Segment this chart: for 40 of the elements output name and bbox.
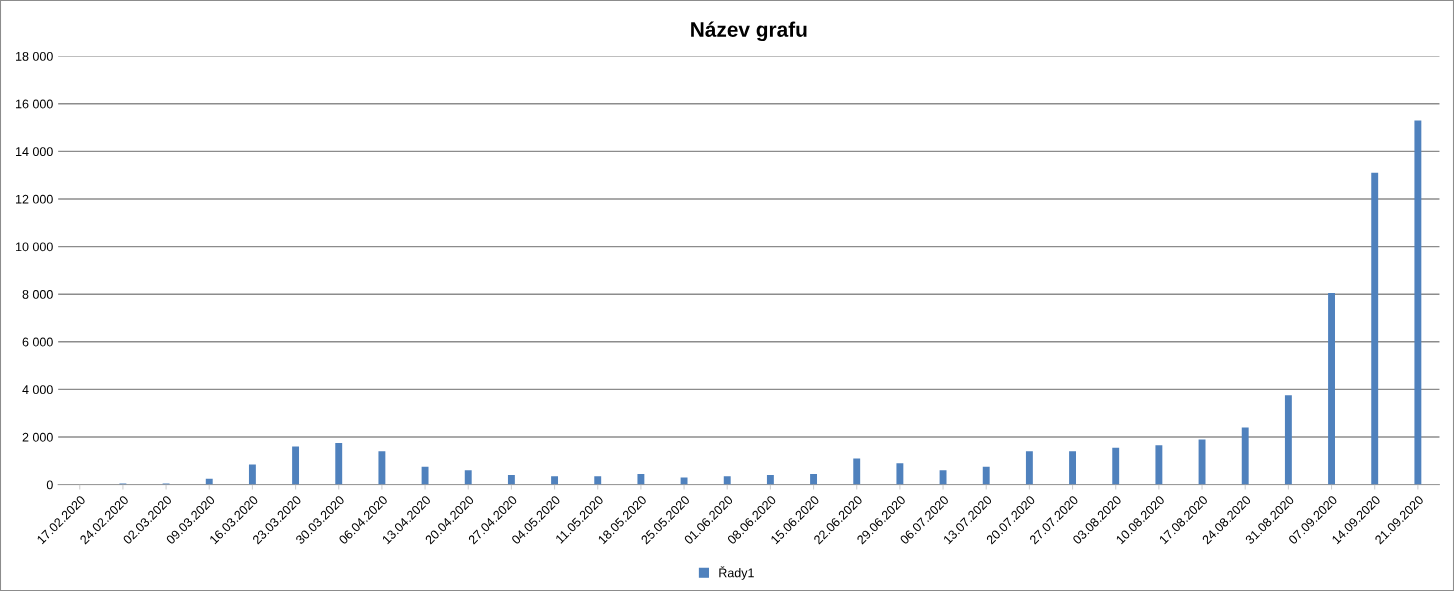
y-tick-label: 18 000 <box>16 51 53 61</box>
bar <box>248 464 256 485</box>
y-tick-label: 16 000 <box>16 99 53 109</box>
legend-label: Řady1 <box>719 566 754 580</box>
bar <box>1284 395 1292 485</box>
y-tick-label: 10 000 <box>16 242 53 252</box>
chart-title: Název grafu <box>691 21 807 42</box>
bar <box>1414 120 1422 485</box>
bar <box>1198 439 1206 485</box>
bar <box>551 476 559 485</box>
bar <box>939 470 947 485</box>
bar <box>335 442 343 485</box>
bar <box>1328 293 1335 485</box>
bar <box>723 476 731 485</box>
bar <box>766 475 774 485</box>
bar <box>378 451 386 485</box>
bar <box>1069 451 1077 485</box>
y-tick-label: 12 000 <box>16 194 53 204</box>
y-tick-label: 4 000 <box>22 385 53 395</box>
bar <box>1241 427 1249 485</box>
bar <box>680 477 688 485</box>
bar <box>1155 445 1163 485</box>
y-tick-label: 6 000 <box>22 337 53 347</box>
bar <box>1025 451 1033 485</box>
y-tick-label: 0 <box>46 480 53 490</box>
bar <box>507 475 515 485</box>
y-tick-label: 8 000 <box>22 289 53 299</box>
bar <box>464 470 472 485</box>
bar <box>594 476 602 485</box>
bar <box>896 463 904 485</box>
bar <box>1112 447 1120 485</box>
y-tick-label: 14 000 <box>16 147 53 157</box>
bar <box>292 446 300 485</box>
bar <box>810 473 818 485</box>
bar <box>982 466 990 485</box>
bar <box>421 466 429 485</box>
bar <box>853 458 861 485</box>
bar <box>1371 172 1379 485</box>
bar <box>637 473 645 485</box>
y-tick-label: 2 000 <box>22 432 53 442</box>
